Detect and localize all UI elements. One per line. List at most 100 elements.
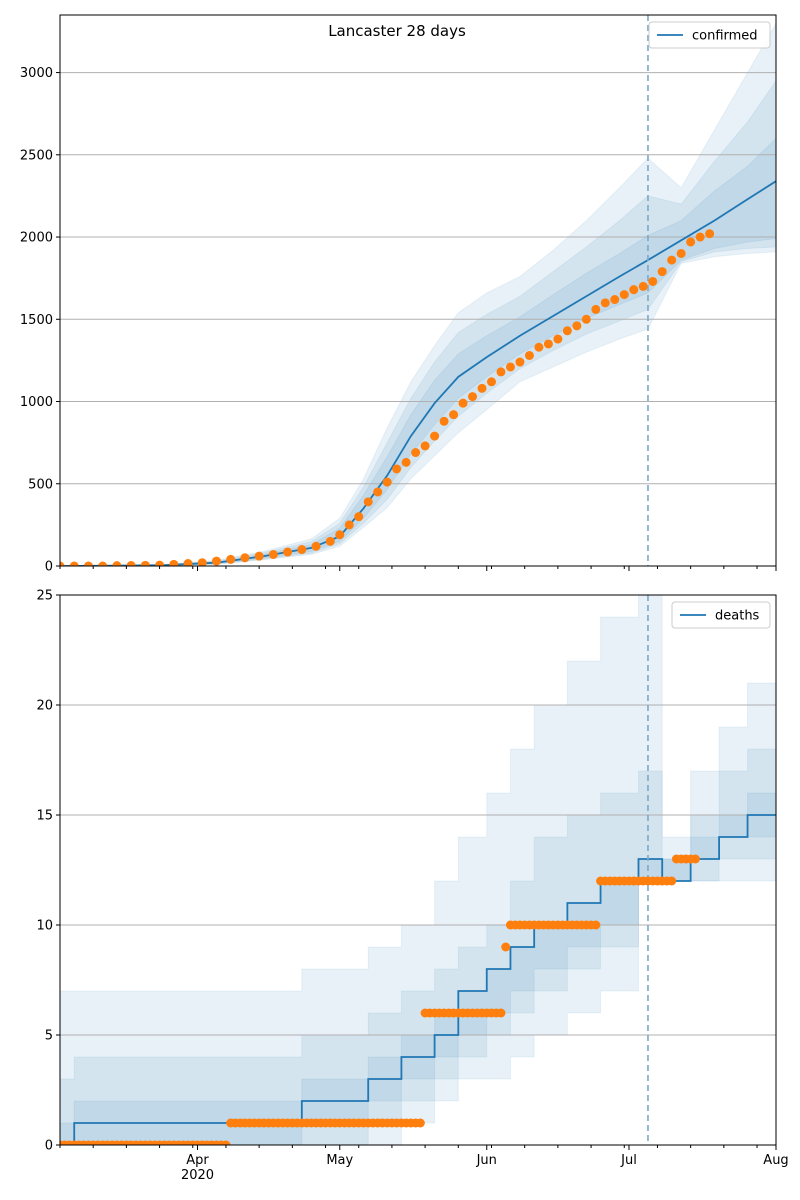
- observed-point: [543, 339, 553, 349]
- uncertainty-band: [60, 595, 776, 1145]
- observed-point: [690, 854, 700, 864]
- observed-point: [430, 431, 440, 441]
- observed-point: [112, 561, 122, 566]
- y-tick-label: 10: [36, 919, 53, 934]
- observed-point: [226, 554, 236, 564]
- chart-title: Lancaster 28 days: [328, 22, 466, 40]
- observed-point: [401, 457, 411, 467]
- observed-point: [496, 1008, 506, 1018]
- observed-point: [667, 876, 677, 886]
- observed-point: [411, 448, 421, 458]
- plot-area: [60, 15, 776, 566]
- observed-point: [581, 314, 591, 324]
- observed-point: [458, 398, 468, 408]
- observed-point: [496, 367, 506, 377]
- observed-point: [468, 392, 478, 402]
- observed-point: [562, 326, 572, 336]
- observed-point: [98, 561, 108, 566]
- y-tick-label: 500: [28, 477, 53, 492]
- observed-point: [140, 560, 150, 566]
- observed-point: [486, 377, 496, 387]
- x-tick-label: 2020: [181, 1168, 214, 1183]
- observed-point: [629, 285, 639, 295]
- observed-point: [686, 237, 696, 247]
- observed-point: [515, 357, 525, 367]
- observed-point: [311, 541, 321, 551]
- x-tick-label: Jun: [476, 1153, 497, 1168]
- observed-point: [283, 547, 293, 557]
- observed-point: [363, 497, 373, 507]
- observed-point: [695, 232, 705, 242]
- plot-area: [60, 595, 776, 1145]
- observed-point: [155, 560, 165, 566]
- y-tick-label: 5: [45, 1029, 53, 1044]
- legend-label: deaths: [715, 609, 760, 624]
- observed-point: [169, 559, 179, 566]
- observed-point: [60, 561, 65, 566]
- observed-point: [183, 559, 193, 566]
- observed-point: [600, 298, 610, 308]
- axes-frame: [59, 14, 777, 567]
- observed-point: [657, 267, 667, 277]
- observed-point: [705, 229, 715, 239]
- legend-box: [648, 21, 771, 49]
- panel-top: 0 500 1000 1500 2000 2500 3000 Lancaster 28 day…: [20, 14, 777, 575]
- observed-point: [354, 512, 364, 522]
- observed-point: [420, 441, 430, 451]
- legend-box: [671, 601, 771, 629]
- y-tick-label: 3000: [20, 66, 53, 81]
- observed-point: [534, 342, 544, 352]
- observed-point: [240, 553, 250, 563]
- uncertainty-band: [60, 22, 776, 566]
- uncertainty-band: [60, 79, 776, 566]
- y-tick-label: 0: [45, 1139, 53, 1154]
- observed-point: [382, 477, 392, 487]
- observed-point: [619, 290, 629, 300]
- median-line: [60, 814, 776, 1145]
- x-tick-label: Aug: [763, 1153, 788, 1168]
- y-tick-label: 25: [36, 589, 53, 604]
- x-tick-label: Jul: [620, 1153, 637, 1168]
- observed-point: [572, 321, 582, 331]
- observed-point: [676, 248, 686, 258]
- observed-point: [254, 551, 264, 561]
- median-line: [60, 180, 776, 566]
- legend-label: confirmed: [692, 29, 758, 44]
- y-tick-label: 0: [45, 560, 53, 575]
- observed-point: [325, 536, 335, 546]
- observed-point: [439, 416, 449, 426]
- uncertainty-band: [60, 137, 776, 566]
- observed-point: [524, 350, 534, 360]
- observed-point: [197, 558, 207, 566]
- observed-point: [591, 304, 601, 314]
- observed-point: [392, 464, 402, 474]
- x-tick-label: Apr: [186, 1153, 209, 1168]
- observed-point: [553, 334, 563, 344]
- observed-point: [297, 545, 307, 555]
- axes-frame: [59, 594, 777, 1146]
- observed-point: [591, 920, 601, 930]
- observed-point: [477, 383, 487, 393]
- y-tick-label: 15: [36, 809, 53, 824]
- observed-point: [638, 281, 648, 291]
- observed-point: [501, 942, 511, 952]
- y-tick-label: 2500: [20, 148, 53, 163]
- observed-point: [221, 1140, 231, 1145]
- uncertainty-band: [60, 727, 776, 1145]
- observed-point: [126, 561, 136, 566]
- y-tick-label: 2000: [20, 231, 53, 246]
- observed-point: [373, 487, 383, 497]
- observed-point: [268, 549, 278, 559]
- observed-point: [415, 1118, 425, 1128]
- y-tick-label: 20: [36, 699, 53, 714]
- observed-point: [505, 362, 515, 372]
- observed-point: [610, 295, 620, 305]
- observed-point: [83, 561, 93, 566]
- observed-point: [211, 556, 221, 566]
- x-tick-label: May: [326, 1153, 353, 1168]
- observed-point: [449, 410, 459, 420]
- observed-point: [667, 255, 677, 265]
- observed-point: [344, 520, 354, 530]
